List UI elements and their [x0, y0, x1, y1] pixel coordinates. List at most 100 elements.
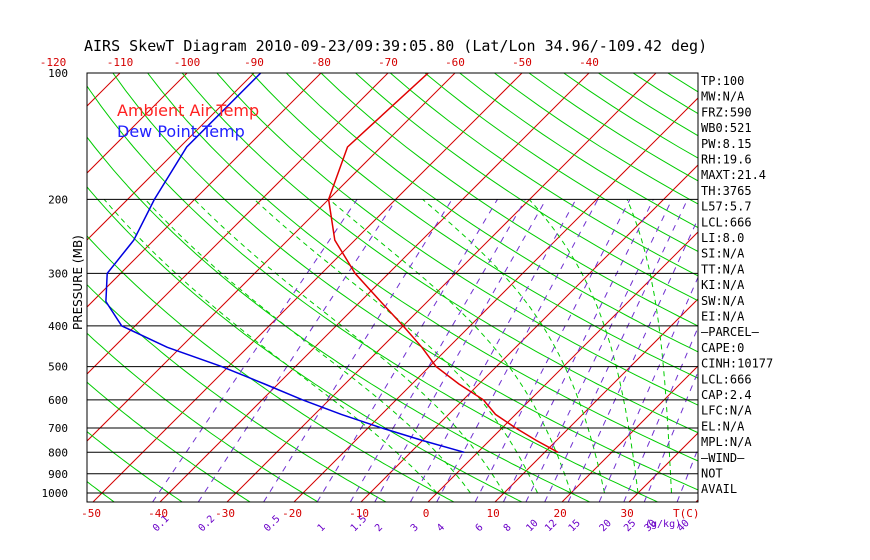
moist-adiabat-line — [103, 199, 438, 494]
chart-title: AIRS SkewT Diagram 2010-09-23/09:39:05.8… — [84, 37, 707, 55]
side-panel-item: LCL:666 — [701, 372, 752, 386]
isotherm-line — [87, 73, 255, 241]
legend-air-temp: Ambient Air Temp — [117, 101, 259, 120]
side-panel-item: MPL:N/A — [701, 435, 752, 449]
pressure-tick-label: 500 — [48, 361, 68, 374]
pressure-tick-label: 300 — [48, 267, 68, 280]
side-panel-item: LI:8.0 — [701, 231, 744, 245]
moist-adiabat-line — [422, 199, 605, 494]
side-panel-item: –PARCEL– — [701, 325, 760, 339]
side-panel-item: CINH:10177 — [701, 357, 773, 371]
mixing-ratio-tick-label: 6 — [474, 522, 486, 534]
side-panel-item: TT:N/A — [701, 262, 745, 276]
plot-frame — [86, 72, 699, 503]
side-panel-item: WB0:521 — [701, 121, 752, 135]
mixing-ratio-line — [152, 199, 358, 502]
legend-dew-point: Dew Point Temp — [117, 122, 245, 141]
bottom-temp-tick-label: -40 — [148, 507, 168, 520]
side-panel-item: FRZ:590 — [701, 105, 752, 119]
pressure-tick-label: 100 — [48, 67, 68, 80]
top-temp-tick-label: -70 — [378, 56, 398, 69]
top-temp-tick-label: -50 — [512, 56, 532, 69]
dry-adiabat-line — [87, 85, 658, 502]
isotherm-line — [494, 298, 698, 502]
isotherm-line — [87, 73, 322, 308]
mixing-ratio-unit: (g/kg) — [645, 519, 681, 530]
mixing-ratio-line — [374, 199, 547, 502]
mixing-ratio-tick-label: 8 — [502, 522, 514, 534]
bottom-temp-tick-label: 0 — [423, 507, 430, 520]
dry-adiabat-line — [354, 73, 698, 302]
side-panel-item: RH:19.6 — [701, 153, 752, 167]
mixing-ratio-line — [474, 199, 631, 502]
mixing-ratio-tick-label: 12 — [543, 518, 559, 534]
mixing-ratio-line — [410, 199, 577, 502]
side-panel-item: AVAIL — [701, 482, 737, 496]
dry-adiabat-line — [146, 73, 698, 462]
dry-adiabat-line — [87, 332, 319, 502]
mixing-ratio-tick-label: 25 — [622, 518, 638, 534]
dry-adiabat-line — [424, 73, 698, 253]
dry-adiabat-line — [250, 73, 698, 379]
side-panel-item: MW:N/A — [701, 90, 745, 104]
mixing-ratio-tick-label: 10 — [524, 518, 540, 534]
mixing-ratio-line — [436, 199, 599, 502]
mixing-ratio-line — [349, 199, 526, 502]
isotherm-line — [92, 73, 523, 502]
top-temp-tick-label: -90 — [244, 56, 264, 69]
isotherm-line — [427, 231, 698, 502]
side-panel-item: CAP:2.4 — [701, 388, 752, 402]
isotherm-line — [293, 97, 698, 502]
top-temp-tick-label: -60 — [445, 56, 465, 69]
dry-adiabat-line — [87, 136, 590, 502]
isotherm-line — [561, 365, 698, 502]
side-panel-item: EL:N/A — [701, 419, 745, 433]
side-panel-item: TP:100 — [701, 74, 744, 88]
isotherm-line — [87, 73, 389, 375]
isotherm-line — [87, 73, 121, 107]
bottom-temp-tick-label: 10 — [486, 507, 499, 520]
side-panel-item: SW:N/A — [701, 294, 745, 308]
dry-adiabat-line — [87, 283, 387, 502]
mixing-ratio-line — [567, 217, 698, 502]
top-temp-tick-label: -110 — [107, 56, 134, 69]
mixing-ratio-tick-label: 1 — [316, 522, 328, 534]
side-panel-item: L57:5.7 — [701, 200, 752, 214]
side-panel-item: LCL:666 — [701, 215, 752, 229]
mixing-ratio-tick-label: 20 — [598, 518, 614, 534]
top-temp-tick-label: -80 — [311, 56, 331, 69]
side-panel-item: LFC:N/A — [701, 404, 752, 418]
bottom-temp-tick-label: -10 — [349, 507, 369, 520]
dry-adiabat-line — [493, 73, 698, 205]
dry-adiabat-line — [216, 73, 698, 406]
side-panel-item: PW:8.15 — [701, 137, 752, 151]
isotherm-line — [226, 73, 657, 502]
isotherm-line — [87, 73, 188, 174]
isotherm-line — [87, 73, 456, 442]
dry-adiabat-line — [112, 73, 698, 491]
bottom-temp-tick-label: -20 — [282, 507, 302, 520]
air-temp-line — [327, 73, 559, 453]
dry-adiabat-line — [87, 235, 455, 502]
top-temp-tick-label: -100 — [174, 56, 201, 69]
bottom-temp-tick-label: -30 — [215, 507, 235, 520]
dry-adiabat-line — [87, 186, 523, 502]
side-panel-item: TH:3765 — [701, 184, 752, 198]
dry-adiabat-line — [320, 73, 698, 327]
bottom-temp-tick-label: -50 — [81, 507, 101, 520]
dew-point-line — [105, 73, 465, 454]
y-axis-label: PRESSURE (MB) — [71, 235, 85, 330]
mixing-ratio-line — [525, 199, 673, 502]
pressure-tick-label: 200 — [48, 193, 68, 206]
mixing-ratio-line — [316, 199, 498, 502]
dry-adiabat-line — [87, 430, 183, 502]
top-temp-tick-label: -40 — [579, 56, 599, 69]
mixing-ratio-tick-label: 4 — [435, 522, 447, 534]
dry-adiabat-line — [389, 73, 698, 277]
side-panel-item: –WIND– — [701, 451, 745, 465]
isotherm-line — [360, 164, 698, 502]
side-panel-item: NOT — [701, 467, 723, 481]
pressure-tick-label: 800 — [48, 446, 68, 459]
side-panel-item: CAPE:0 — [701, 341, 744, 355]
